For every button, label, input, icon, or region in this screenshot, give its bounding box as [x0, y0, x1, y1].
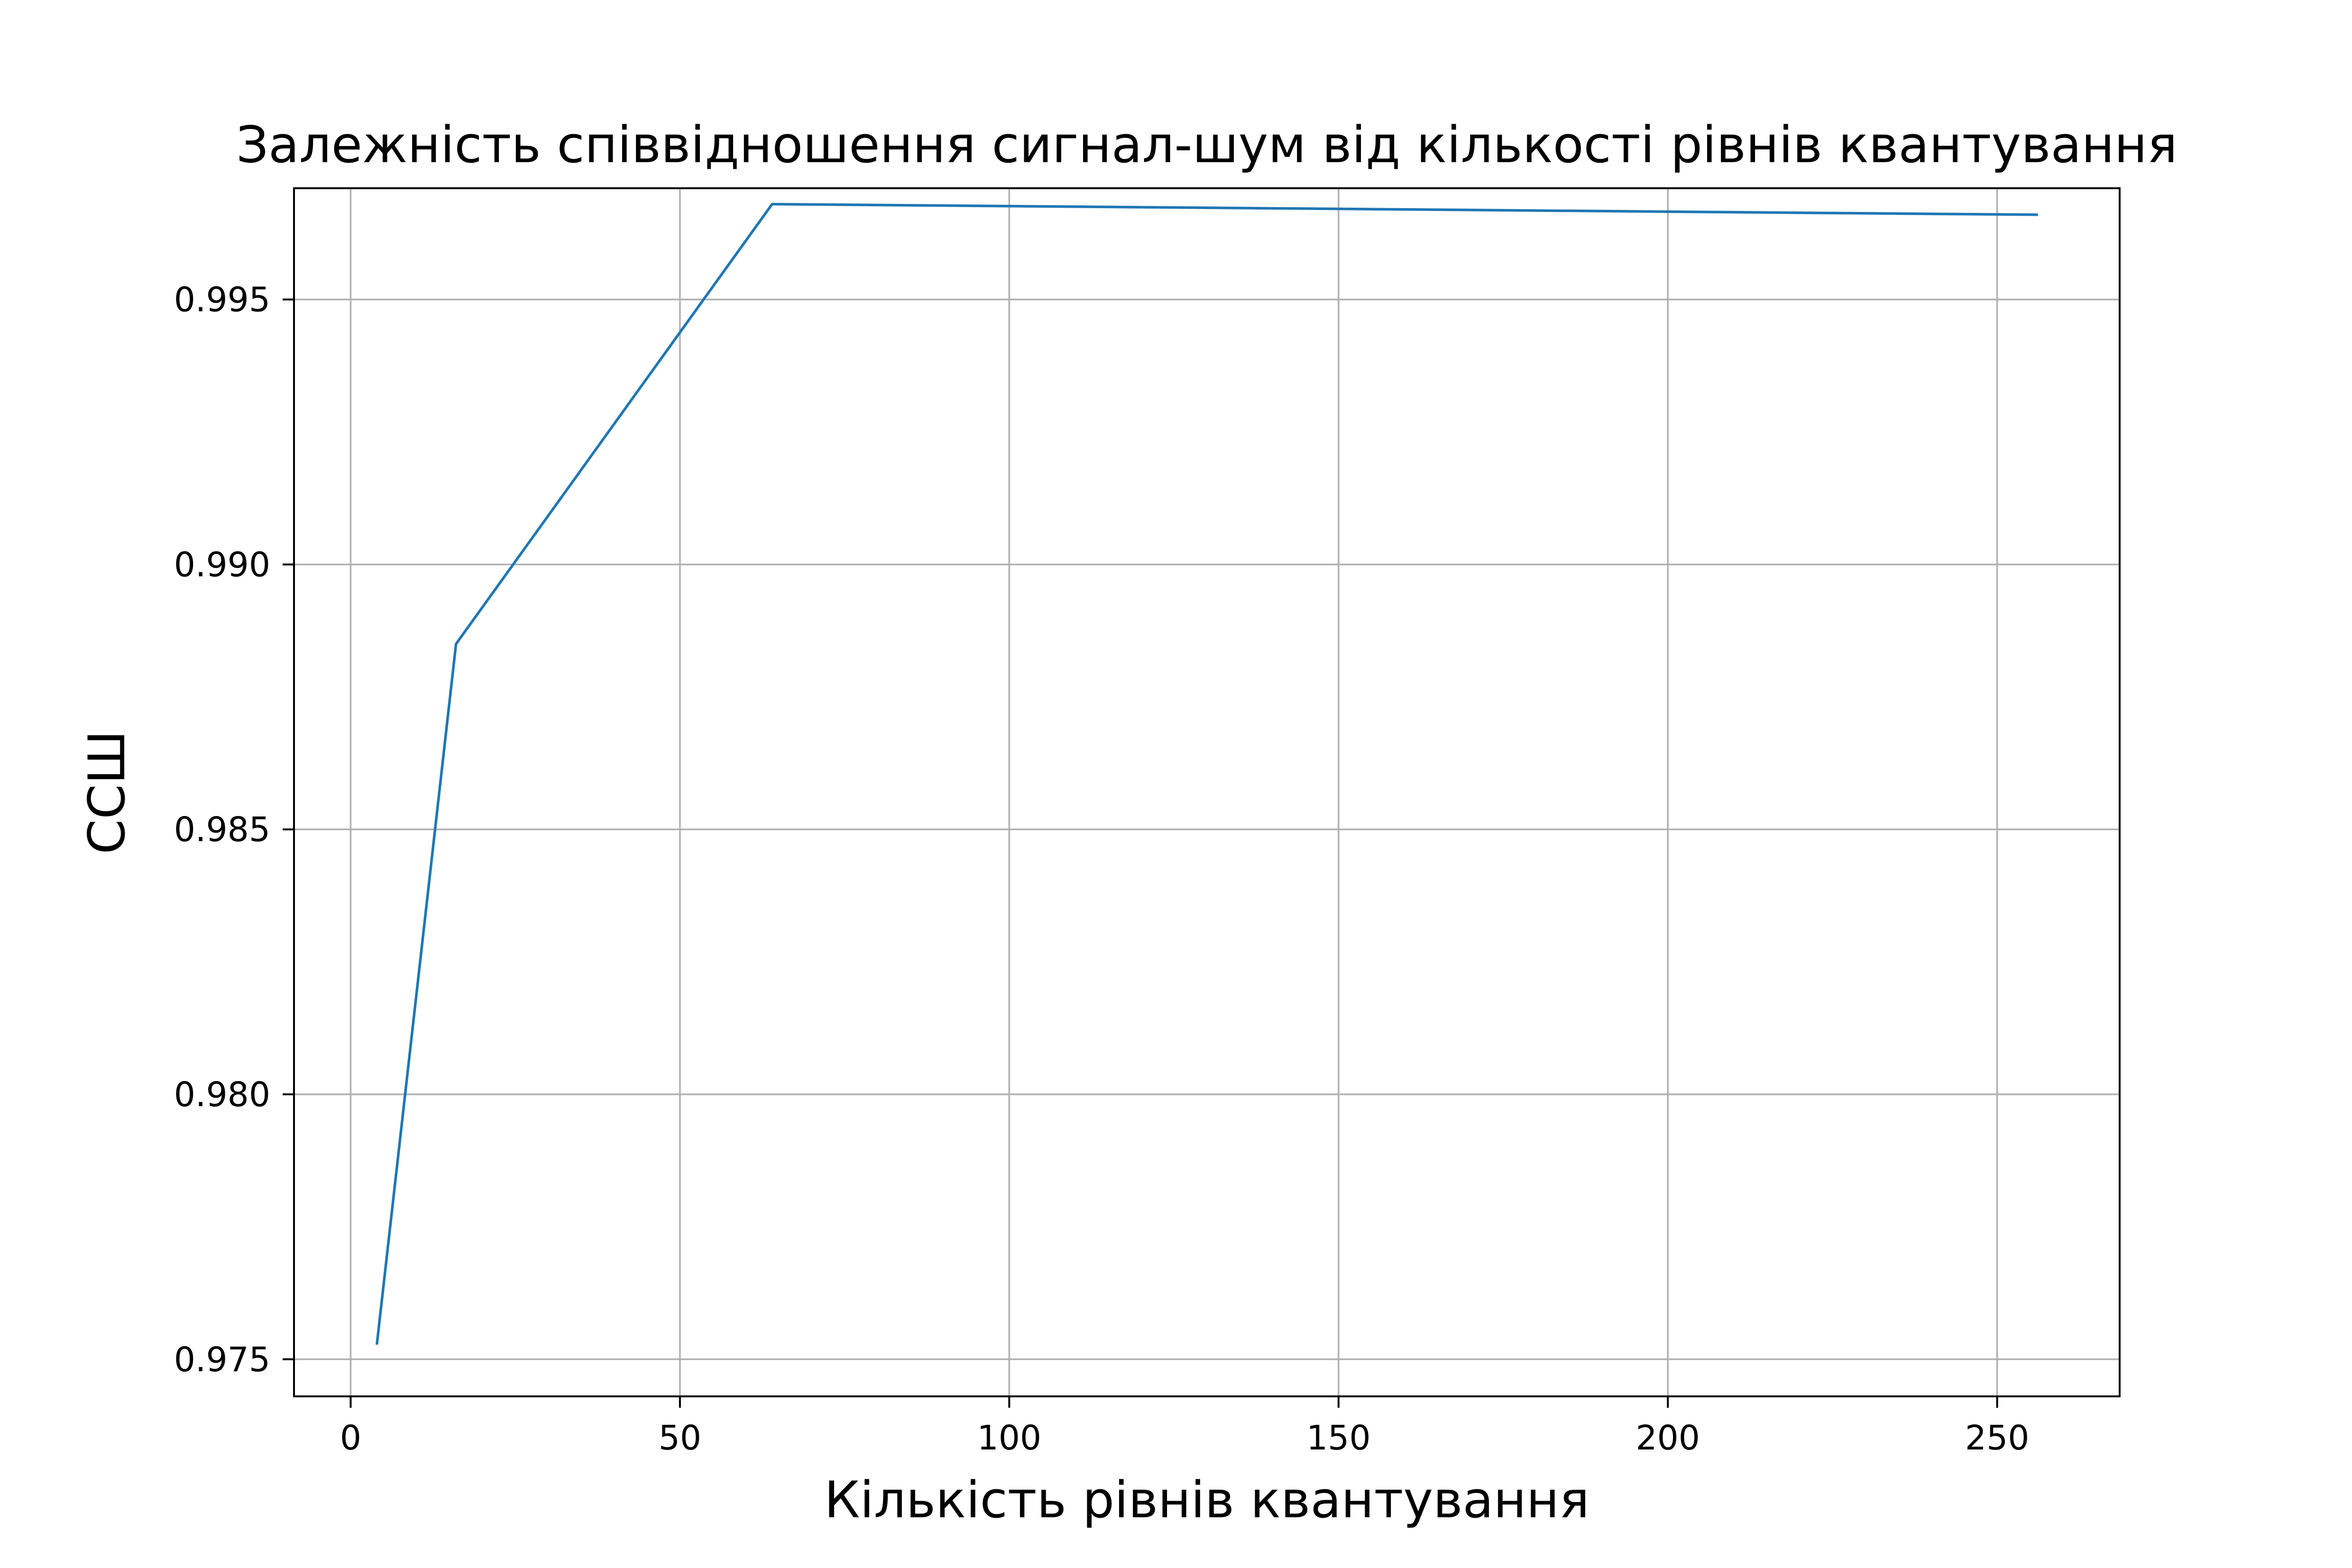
x-tick-label: 0	[340, 1418, 361, 1458]
x-tick-label: 250	[1965, 1418, 2030, 1458]
x-tick-label: 150	[1306, 1418, 1371, 1458]
y-axis-label: ССШ	[78, 730, 136, 854]
series-layer	[375, 202, 2038, 1345]
y-tick-label: 0.980	[174, 1075, 270, 1114]
y-tick-label: 0.985	[174, 810, 270, 849]
chart-title: Залежність співвідношення сигнал-шум від…	[236, 116, 2177, 174]
ticks: 0 50 100 150 200 250 0.975 0.980 0.985 0.990 0.995	[174, 280, 2030, 1458]
y-tick-label: 0.990	[174, 545, 270, 584]
x-tick-label: 200	[1635, 1418, 1700, 1458]
plot-frame	[293, 187, 2121, 1397]
x-axis-label: Кількість рівнів квантування	[824, 1471, 1589, 1529]
x-tick-label: 100	[977, 1418, 1042, 1458]
grid	[294, 188, 2120, 1396]
series-line	[375, 202, 2038, 1345]
y-tick-label: 0.975	[174, 1340, 270, 1379]
x-tick-label: 50	[659, 1418, 701, 1458]
y-tick-label: 0.995	[174, 280, 270, 320]
